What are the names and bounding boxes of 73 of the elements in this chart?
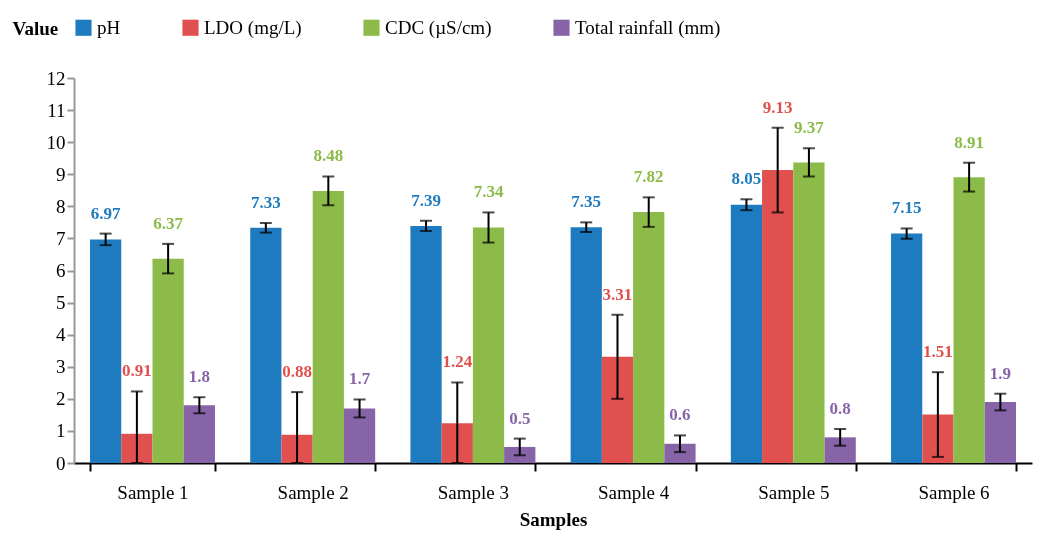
data-label: 1.51 (923, 342, 953, 362)
bar (793, 162, 825, 463)
data-label: 0.6 (669, 405, 691, 425)
data-label: 9.13 (762, 97, 793, 117)
y-tick-label: 5 (56, 292, 66, 314)
bar (570, 227, 602, 463)
x-tick-label: Sample 3 (437, 481, 510, 503)
legend-label: LDO (mg/L) (204, 16, 302, 39)
data-label: 7.33 (250, 193, 281, 213)
data-label: 7.34 (473, 182, 504, 202)
legend-label: Total rainfall (mm) (575, 16, 721, 39)
bar (664, 443, 696, 463)
y-tick-label: 3 (56, 356, 66, 378)
data-label: 0.91 (122, 361, 152, 381)
y-tick-label: 1 (56, 420, 66, 442)
data-label: 8.48 (313, 146, 344, 166)
legend-label: CDC (µS/cm) (385, 16, 492, 39)
data-label: 1.24 (442, 352, 473, 372)
x-axis-title: Samples (519, 508, 588, 530)
data-label: 6.37 (153, 213, 184, 233)
bar (953, 177, 985, 463)
y-axis-title: Value (12, 17, 59, 39)
data-label: 1.9 (989, 363, 1011, 383)
y-tick-label: 8 (56, 195, 66, 217)
bar (472, 227, 505, 463)
y-tick-label: 7 (56, 227, 66, 249)
data-label: 8.91 (954, 132, 984, 152)
data-label: 0.88 (282, 362, 312, 382)
x-tick-label: Sample 5 (758, 481, 830, 503)
y-tick-label: 4 (56, 324, 66, 346)
y-tick-label: 11 (47, 99, 66, 121)
bar (152, 258, 184, 463)
y-tick-label: 9 (56, 163, 66, 185)
bar (410, 225, 442, 463)
bar (90, 239, 122, 463)
data-label: 0.8 (829, 398, 851, 418)
bar (984, 402, 1016, 463)
y-tick-label: 0 (56, 452, 66, 474)
data-label: 7.39 (411, 190, 441, 210)
bar (250, 227, 282, 463)
y-tick-label: 2 (56, 388, 66, 410)
x-tick-label: Sample 4 (597, 481, 670, 503)
bar (281, 434, 313, 463)
data-label: 8.05 (731, 169, 762, 189)
y-tick-label: 6 (56, 260, 66, 281)
data-label: 7.15 (891, 198, 922, 218)
data-label: 6.97 (90, 203, 122, 223)
bar (343, 408, 376, 463)
bar (762, 170, 794, 463)
data-label: 1.7 (348, 369, 371, 389)
bar (601, 356, 634, 463)
bar (183, 405, 215, 463)
bar (121, 433, 153, 463)
data-label: 9.37 (794, 118, 825, 138)
x-tick-label: Sample 1 (117, 481, 189, 503)
data-label: 1.8 (188, 367, 210, 387)
bar (633, 212, 665, 463)
data-label: 3.31 (602, 284, 633, 304)
data-label: 7.35 (571, 192, 602, 212)
legend-label: pH (97, 16, 121, 38)
y-tick-label: 12 (46, 67, 66, 89)
bar (824, 437, 856, 463)
bar (891, 233, 923, 463)
data-label: 0.5 (509, 408, 531, 428)
data-label: 7.82 (633, 167, 664, 187)
x-tick-label: Sample 6 (918, 481, 990, 503)
bar (922, 414, 954, 463)
x-tick-label: Sample 2 (277, 481, 349, 503)
bar (730, 204, 763, 463)
bar (504, 446, 536, 463)
bar (441, 423, 473, 463)
bar (312, 190, 344, 463)
y-tick-label: 10 (46, 131, 66, 153)
